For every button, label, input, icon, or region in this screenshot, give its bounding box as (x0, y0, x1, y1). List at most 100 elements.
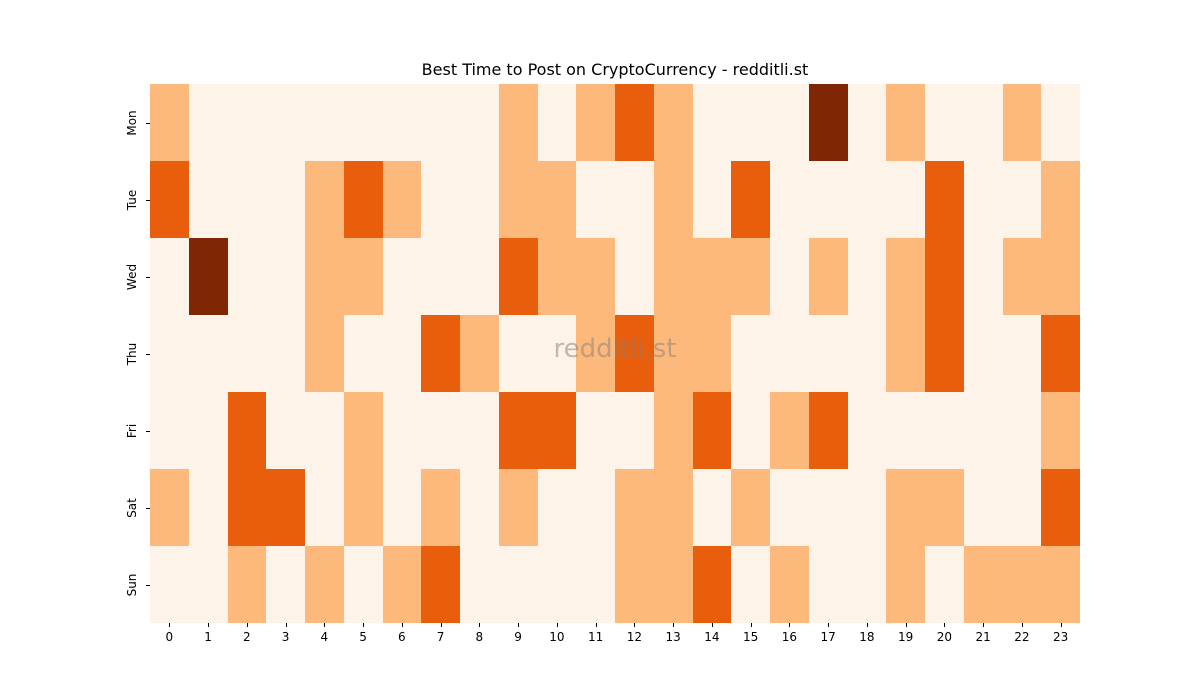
heatmap-cell (382, 469, 422, 546)
heatmap-cell (847, 392, 887, 469)
heatmap-cell (227, 469, 267, 546)
heatmap-cell (615, 84, 654, 161)
x-tick-label: 22 (1003, 623, 1042, 653)
heatmap-cell (770, 315, 809, 392)
heatmap-cell (421, 84, 460, 161)
heatmap-cell (537, 315, 577, 392)
heatmap-cell (731, 315, 770, 392)
heatmap-cell (227, 238, 267, 315)
heatmap-cell (382, 392, 422, 469)
x-tick-label: 11 (576, 623, 615, 653)
heatmap-cell (692, 238, 732, 315)
heatmap-cell (847, 84, 887, 161)
heatmap-cell (460, 84, 499, 161)
heatmap-cell (150, 238, 189, 315)
heatmap-cell (653, 315, 693, 392)
heatmap-cell (770, 84, 809, 161)
heatmap-cell (731, 392, 770, 469)
x-axis-labels: 0 1 2 3 4 5 6 7 8 9 10 11 12 13 14 15 16 17 18 19 20 21 22 23 (150, 623, 1080, 653)
x-tick-label: 9 (499, 623, 538, 653)
y-tick-label: Tue (110, 161, 150, 238)
heatmap-cell (343, 469, 383, 546)
heatmap-cell (188, 161, 228, 238)
x-tick-label: 16 (770, 623, 809, 653)
heatmap-cell (576, 84, 615, 161)
heatmap-cell (460, 546, 499, 623)
x-tick-label: 20 (925, 623, 964, 653)
heatmap-cell (421, 546, 460, 623)
heatmap-cell (460, 238, 499, 315)
heatmap-cell (382, 315, 422, 392)
heatmap-cell (1002, 238, 1042, 315)
x-tick-label: 17 (809, 623, 848, 653)
x-tick-label: 7 (421, 623, 460, 653)
heatmap-cell (305, 161, 344, 238)
y-tick-label: Sun (110, 546, 150, 623)
x-tick-label: 23 (1041, 623, 1080, 653)
heatmap-cell (576, 469, 615, 546)
x-tick-label: 18 (848, 623, 887, 653)
heatmap-cell (731, 546, 770, 623)
heatmap-cell (963, 546, 1003, 623)
heatmap-cell (498, 238, 538, 315)
heatmap-cell (808, 469, 848, 546)
heatmap-cell (460, 315, 499, 392)
y-tick-label: Mon (110, 84, 150, 161)
heatmap-cell (227, 161, 267, 238)
heatmap-cell (808, 84, 848, 161)
heatmap-cell (305, 546, 344, 623)
heatmap-cell (150, 392, 189, 469)
heatmap-cell (421, 469, 460, 546)
heatmap-cell (886, 546, 925, 623)
heatmap-cell (537, 84, 577, 161)
heatmap-cell (692, 392, 732, 469)
x-tick-label: 13 (654, 623, 693, 653)
heatmap-cell (1002, 469, 1042, 546)
heatmap-cell (266, 161, 305, 238)
heatmap-cell (150, 469, 189, 546)
heatmap-cell (1002, 546, 1042, 623)
heatmap-cell (150, 84, 189, 161)
heatmap-cell (266, 392, 305, 469)
heatmap-cell (305, 84, 344, 161)
heatmap-cell (188, 84, 228, 161)
heatmap-cell (305, 469, 344, 546)
y-tick-label: Fri (110, 392, 150, 469)
x-tick-label: 12 (615, 623, 654, 653)
heatmap-cell (963, 469, 1003, 546)
heatmap-cell (963, 392, 1003, 469)
heatmap-cell (460, 392, 499, 469)
heatmap-cell (886, 315, 925, 392)
heatmap-cell (847, 161, 887, 238)
heatmap-cell (770, 238, 809, 315)
x-tick-label: 14 (693, 623, 732, 653)
heatmap-cell (537, 546, 577, 623)
x-tick-label: 15 (731, 623, 770, 653)
heatmap-cell (692, 161, 732, 238)
heatmap-cell (847, 546, 887, 623)
heatmap-cell (770, 392, 809, 469)
heatmap-cell (653, 469, 693, 546)
heatmap-cell (770, 161, 809, 238)
heatmap-cell (886, 238, 925, 315)
heatmap-cell (421, 392, 460, 469)
heatmap-cell (615, 546, 654, 623)
heatmap-cell (266, 469, 305, 546)
heatmap-cell (692, 469, 732, 546)
heatmap-cell (886, 392, 925, 469)
heatmap-cell (498, 84, 538, 161)
heatmap-cell (1041, 469, 1080, 546)
heatmap-cell (692, 315, 732, 392)
x-tick-label: 5 (344, 623, 383, 653)
heatmap-cell (227, 392, 267, 469)
heatmap-cell (847, 469, 887, 546)
heatmap-cell (343, 546, 383, 623)
heatmap-cell (188, 546, 228, 623)
x-tick-label: 10 (538, 623, 577, 653)
heatmap-cell (808, 546, 848, 623)
heatmap-cell (150, 161, 189, 238)
heatmap-cell (925, 546, 964, 623)
x-tick-label: 21 (964, 623, 1003, 653)
heatmap-cell (382, 238, 422, 315)
heatmap-cell (421, 161, 460, 238)
